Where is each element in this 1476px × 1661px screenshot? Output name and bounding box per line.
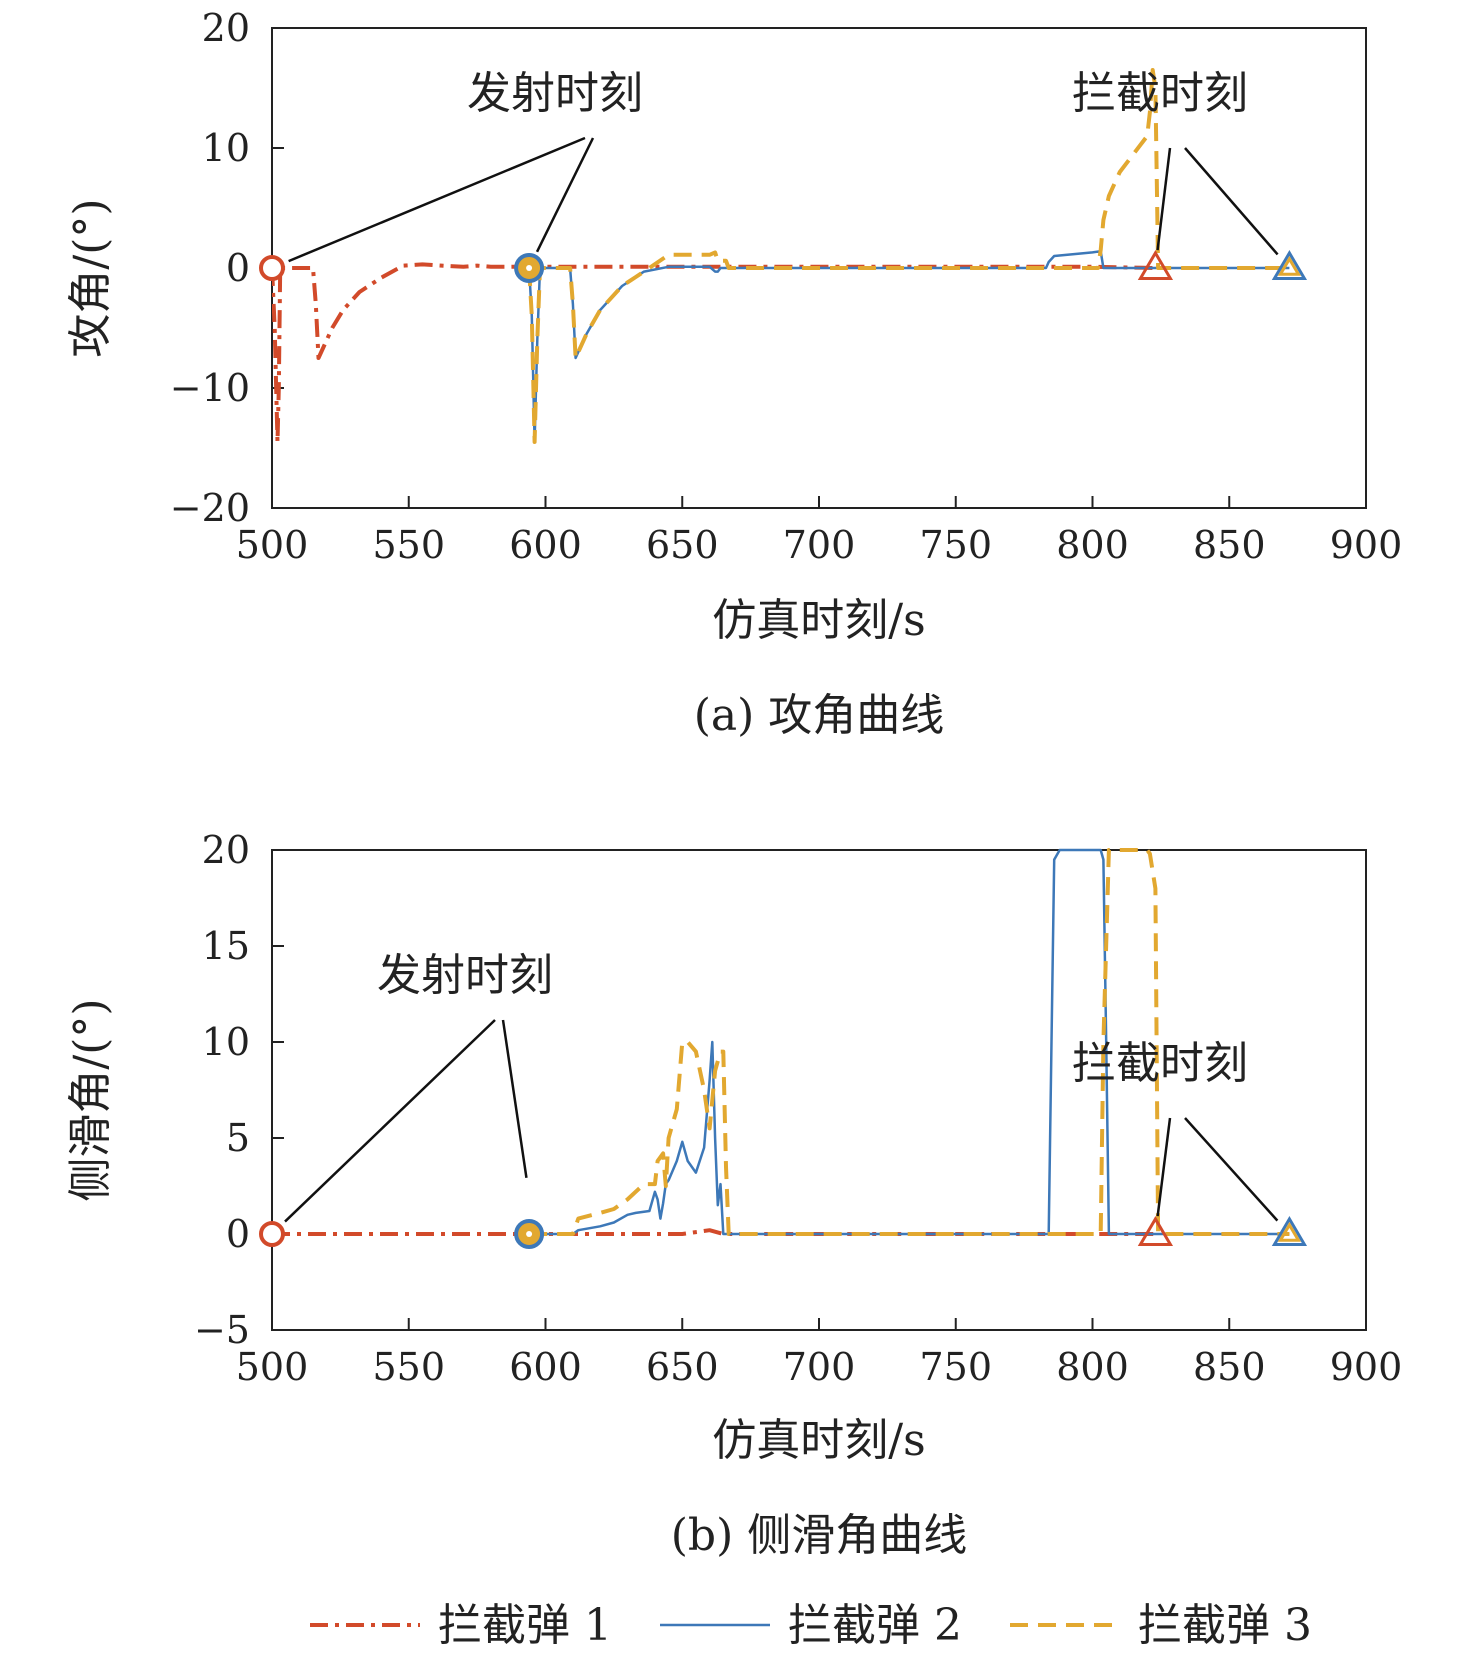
y-tick-label: −20 (170, 486, 250, 530)
intercept-marker (1137, 1216, 1174, 1246)
intercept-marker (1137, 250, 1174, 280)
annotation-label: 拦截时刻 (1072, 1038, 1248, 1089)
x-axis-label: 仿真时刻/s (712, 1415, 925, 1466)
x-tick-label: 550 (372, 1345, 445, 1389)
series-line-1 (272, 262, 1156, 444)
launch-marker-center (269, 1231, 275, 1237)
y-axis-label: 侧滑角/(°) (65, 998, 116, 1201)
y-tick-label: 15 (202, 924, 250, 968)
intercept-marker-inner (1277, 256, 1302, 276)
launch-marker-center (269, 265, 275, 271)
y-tick-label: −5 (194, 1308, 250, 1352)
x-tick-label: 600 (509, 523, 582, 567)
annotation-label: 发射时刻 (377, 950, 553, 1001)
plot-frame (271, 849, 1367, 1331)
x-tick-label: 800 (1056, 1345, 1129, 1389)
y-tick-label: 10 (202, 126, 250, 170)
x-tick-label: 900 (1330, 1345, 1403, 1389)
legend: 拦截弹 1 拦截弹 2 拦截弹 3 (310, 1600, 1312, 1651)
x-axis-label: 仿真时刻/s (712, 595, 925, 646)
annotation-leader (1184, 147, 1279, 256)
legend-label-2: 拦截弹 2 (788, 1600, 962, 1651)
y-tick-label: 0 (226, 246, 250, 290)
intercept-marker-inner (1277, 1222, 1302, 1242)
x-tick-label: 700 (783, 1345, 856, 1389)
y-tick-label: 10 (202, 1020, 250, 1064)
series-line-2 (527, 249, 1290, 444)
y-tick-label: 20 (202, 6, 250, 50)
y-tick-label: 5 (226, 1116, 250, 1160)
y-tick-label: 0 (226, 1212, 250, 1256)
x-tick-label: 700 (783, 523, 856, 567)
series-line-2 (529, 848, 1290, 1236)
x-tick-label: 900 (1330, 523, 1403, 567)
launch-marker-center (526, 265, 533, 271)
intercept-marker (1271, 250, 1308, 280)
x-tick-label: 650 (646, 523, 719, 567)
annotation-leader (288, 136, 586, 263)
y-tick-label: −10 (170, 366, 250, 410)
x-tick-label: 650 (646, 1345, 719, 1389)
annotation-leader (284, 1019, 496, 1223)
annotation-leader (535, 137, 595, 253)
annotation-label: 拦截时刻 (1072, 68, 1248, 119)
annotation-leader (501, 1019, 528, 1178)
legend-label-1: 拦截弹 1 (438, 1600, 612, 1651)
annotation-label: 发射时刻 (467, 68, 643, 119)
x-tick-label: 850 (1193, 1345, 1266, 1389)
annotation-leader (1184, 1117, 1279, 1222)
intercept-marker (1271, 1216, 1308, 1246)
x-tick-label: 500 (236, 523, 309, 567)
chart-angle-of-attack: 500 550 600 650 700 750 800 850 900 −20 −10 0 10 20 仿真… (65, 6, 1402, 741)
panel-caption: (b) 侧滑角曲线 (671, 1510, 967, 1561)
y-axis-label: 攻角/(°) (65, 198, 116, 357)
y-tick-label: 20 (202, 828, 250, 872)
x-tick-label: 750 (919, 523, 992, 567)
x-tick-label: 600 (509, 1345, 582, 1389)
series-line-3 (529, 848, 1290, 1236)
chart-sideslip-angle: 500 550 600 650 700 750 800 850 900 −5 0 5 10 15 20 仿真时… (65, 828, 1402, 1561)
x-tick-label: 500 (236, 1345, 309, 1389)
series-line-3 (527, 68, 1290, 444)
launch-marker-center (526, 1231, 533, 1237)
legend-label-3: 拦截弹 3 (1138, 1600, 1312, 1651)
x-tick-label: 850 (1193, 523, 1266, 567)
annotation-leader (1156, 147, 1172, 251)
x-tick-label: 750 (919, 1345, 992, 1389)
x-tick-label: 800 (1056, 523, 1129, 567)
annotation-leader (1156, 1117, 1172, 1217)
x-tick-label: 550 (372, 523, 445, 567)
panel-caption: (a) 攻角曲线 (694, 690, 945, 741)
